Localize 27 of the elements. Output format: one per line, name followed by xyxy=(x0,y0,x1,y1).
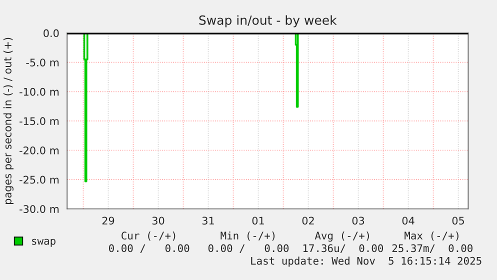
text: Last update: Wed Nov 5 16:15:14 2025 xyxy=(251,256,482,267)
text: Max (-/+) xyxy=(404,231,458,241)
x-tick-label: 29 xyxy=(102,216,114,225)
y-tick-label: -5.0 m xyxy=(26,58,59,66)
y-axis-title: pages per second in (-) / out (+) xyxy=(3,38,14,204)
legend-label: swap xyxy=(32,238,56,247)
text: Min (-/+) xyxy=(220,231,275,241)
text: 0.00 / 0.00 xyxy=(109,244,190,253)
text: 25.37m/ 0.00 xyxy=(392,244,472,253)
text: 0.00 / 0.00 xyxy=(208,244,289,253)
text: 17.36u/ 0.00 xyxy=(303,244,384,253)
text: Avg (-/+) xyxy=(314,231,369,242)
y-tick-label: -15.0 m xyxy=(20,117,59,126)
y-tick-label: -30.0 m xyxy=(20,205,59,213)
chart-title: Swap in/out - by week xyxy=(199,15,337,28)
y-tick-label: -25.0 m xyxy=(20,176,59,184)
x-tick-label: 30 xyxy=(152,216,164,225)
x-tick-label: 02 xyxy=(302,216,314,225)
y-tick-label: 0.0 xyxy=(44,29,59,38)
x-tick-label: 03 xyxy=(352,216,364,225)
x-tick-label: 04 xyxy=(402,216,414,225)
y-tick-label: -10.0 m xyxy=(20,88,59,96)
y-tick-label: -20.0 m xyxy=(20,146,59,154)
text: Cur (-/+) xyxy=(122,231,176,241)
x-tick-label: 01 xyxy=(252,216,264,225)
x-tick-label: 05 xyxy=(452,216,464,225)
x-tick-label: 31 xyxy=(202,216,214,225)
